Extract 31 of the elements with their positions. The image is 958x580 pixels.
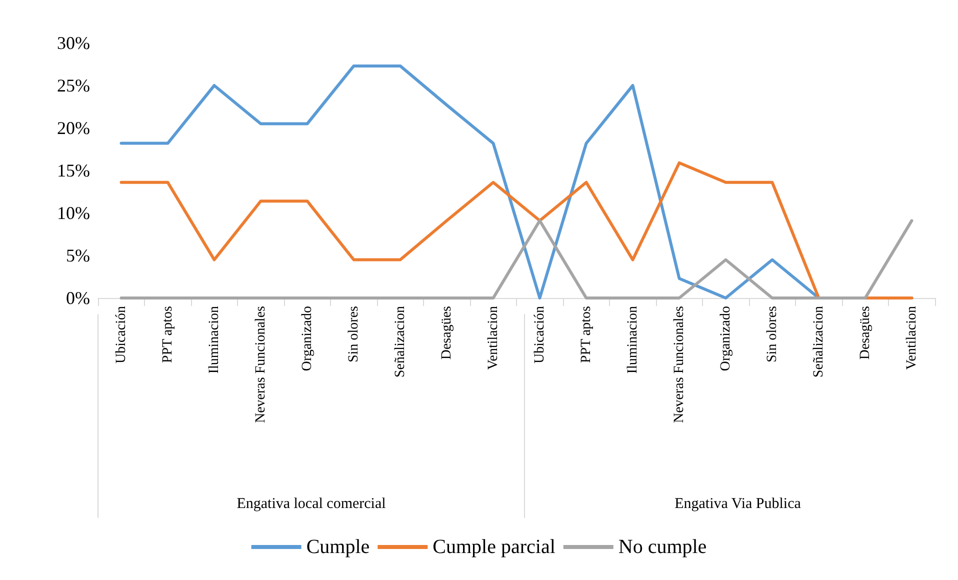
y-tick-label: 25% — [57, 76, 90, 96]
x-tick-label: Ubicación — [114, 306, 129, 364]
x-tick-label: Iluminacion — [206, 306, 222, 374]
x-tick-label: Ventilacion — [904, 306, 920, 370]
x-tick-label: Desagües — [858, 306, 873, 360]
x-tick-label: Organizado — [300, 306, 315, 372]
text: Engativa Via Publica — [674, 496, 802, 512]
x-tick-label: Señalizacion — [392, 306, 408, 378]
x-tick-label: Sin olores — [346, 306, 362, 362]
legend-label: Cumple — [306, 536, 370, 558]
y-tick-label: 10% — [57, 203, 90, 223]
x-tick-label: Ventilacion — [486, 306, 501, 370]
legend-label: No cumple — [618, 536, 707, 558]
y-tick-label: 20% — [57, 118, 90, 138]
text: Engativa local comercial — [236, 496, 386, 512]
y-tick-label: 5% — [66, 246, 90, 266]
x-tick-label: PPT aptos — [578, 306, 594, 363]
x-tick-label: PPT aptos — [160, 306, 176, 363]
line-series — [120, 161, 914, 300]
x-tick-label: Sin olores — [764, 306, 780, 362]
x-tick-label: Neveras Funcionales — [672, 306, 687, 424]
x-tick-label: Ubicación — [532, 306, 548, 364]
x-tick-label: Neveras Funcionales — [253, 306, 268, 424]
x-tick-label: Iluminacion — [625, 306, 640, 374]
legend-label: Cumple parcial — [432, 536, 556, 558]
y-tick-label: 0% — [66, 288, 90, 308]
y-tick-label: 30% — [57, 33, 90, 53]
x-tick-label: Organizado — [718, 306, 734, 372]
y-tick-label: 15% — [57, 160, 90, 180]
x-tick-label: Desagües — [439, 306, 454, 360]
x-tick-label: Señalizacion — [811, 306, 826, 378]
